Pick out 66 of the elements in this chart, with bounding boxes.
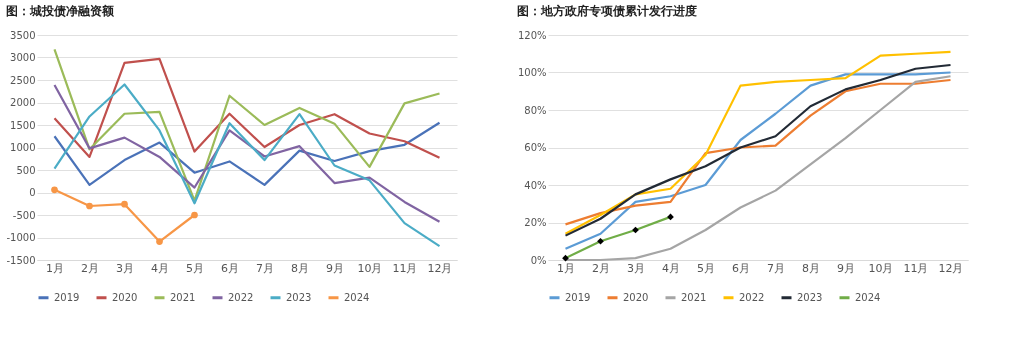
legend-label: 2020 <box>623 291 649 303</box>
x-tick-label: 7月 <box>767 261 785 275</box>
point <box>191 211 198 219</box>
legend-label: 2021 <box>170 291 196 303</box>
x-tick-label: 10月 <box>868 261 894 275</box>
line-series <box>53 121 441 186</box>
x-tick-label: 5月 <box>186 261 204 275</box>
line-series <box>53 83 441 248</box>
y-tick-label: 40% <box>524 179 547 191</box>
x-tick-label: 6月 <box>221 261 239 275</box>
x-tick-label: 11月 <box>903 261 929 275</box>
y-tick-label: 3000 <box>10 52 36 63</box>
chart-title: 图：城投债净融资额 <box>5 4 115 18</box>
x-tick-label: 9月 <box>837 261 855 275</box>
x-tick-label: 9月 <box>326 261 344 275</box>
x-tick-label: 10月 <box>357 261 383 275</box>
y-tick-label: 60% <box>524 142 547 153</box>
x-tick-label: 6月 <box>732 261 750 275</box>
legend-label: 2020 <box>112 291 138 303</box>
y-tick-label: 20% <box>524 217 547 228</box>
x-tick-label: 12月 <box>427 261 453 275</box>
x-tick-label: 4月 <box>151 261 169 275</box>
y-tick-label: 0% <box>530 254 547 266</box>
y-tick-label: -1500 <box>6 254 36 266</box>
x-tick-label: 12月 <box>938 261 964 275</box>
y-tick-label: 0 <box>29 187 36 198</box>
y-tick-label: 120% <box>517 29 547 41</box>
point <box>86 202 93 210</box>
line-series <box>53 57 441 159</box>
y-tick-label: 80% <box>524 104 547 116</box>
x-tick-label: 8月 <box>802 261 820 275</box>
legend-label: 2021 <box>681 291 707 303</box>
legend-label: 2024 <box>344 291 370 303</box>
y-tick-label: 100% <box>517 67 547 78</box>
x-tick-label: 8月 <box>291 261 309 275</box>
legend-label: 2024 <box>855 291 881 303</box>
y-tick-label: -1000 <box>6 232 36 243</box>
x-tick-label: 3月 <box>627 261 645 275</box>
x-tick-label: 5月 <box>697 261 715 275</box>
line-series <box>53 83 441 223</box>
y-tick-label: 500 <box>16 164 36 176</box>
legend-label: 2019 <box>54 291 80 303</box>
y-tick-label: 1000 <box>10 142 36 153</box>
x-tick-label: 3月 <box>116 261 134 275</box>
line-series <box>53 48 441 202</box>
point <box>156 238 163 245</box>
y-tick-label: -500 <box>12 209 36 221</box>
y-tick-label: 1500 <box>10 119 36 131</box>
x-tick-label: 1月 <box>557 261 575 275</box>
x-tick-label: 7月 <box>256 261 274 275</box>
x-tick-label: 4月 <box>662 261 680 275</box>
y-tick-label: 2000 <box>10 97 36 108</box>
point <box>121 200 128 208</box>
x-tick-label: 11月 <box>392 261 418 275</box>
legend-label: 2022 <box>228 291 254 303</box>
legend-label: 2022 <box>739 291 765 303</box>
x-tick-label: 1月 <box>46 261 64 275</box>
y-tick-label: 3500 <box>10 29 36 41</box>
x-tick-label: 2月 <box>81 261 99 275</box>
x-tick-label: 2月 <box>592 261 610 275</box>
legend-label: 2023 <box>797 291 823 303</box>
y-tick-label: 2500 <box>10 74 36 86</box>
point <box>51 186 58 194</box>
legend-label: 2023 <box>286 291 312 303</box>
legend-label: 2019 <box>565 291 591 303</box>
chart-title: 图：地方政府专项债累计发行进度 <box>517 4 698 18</box>
